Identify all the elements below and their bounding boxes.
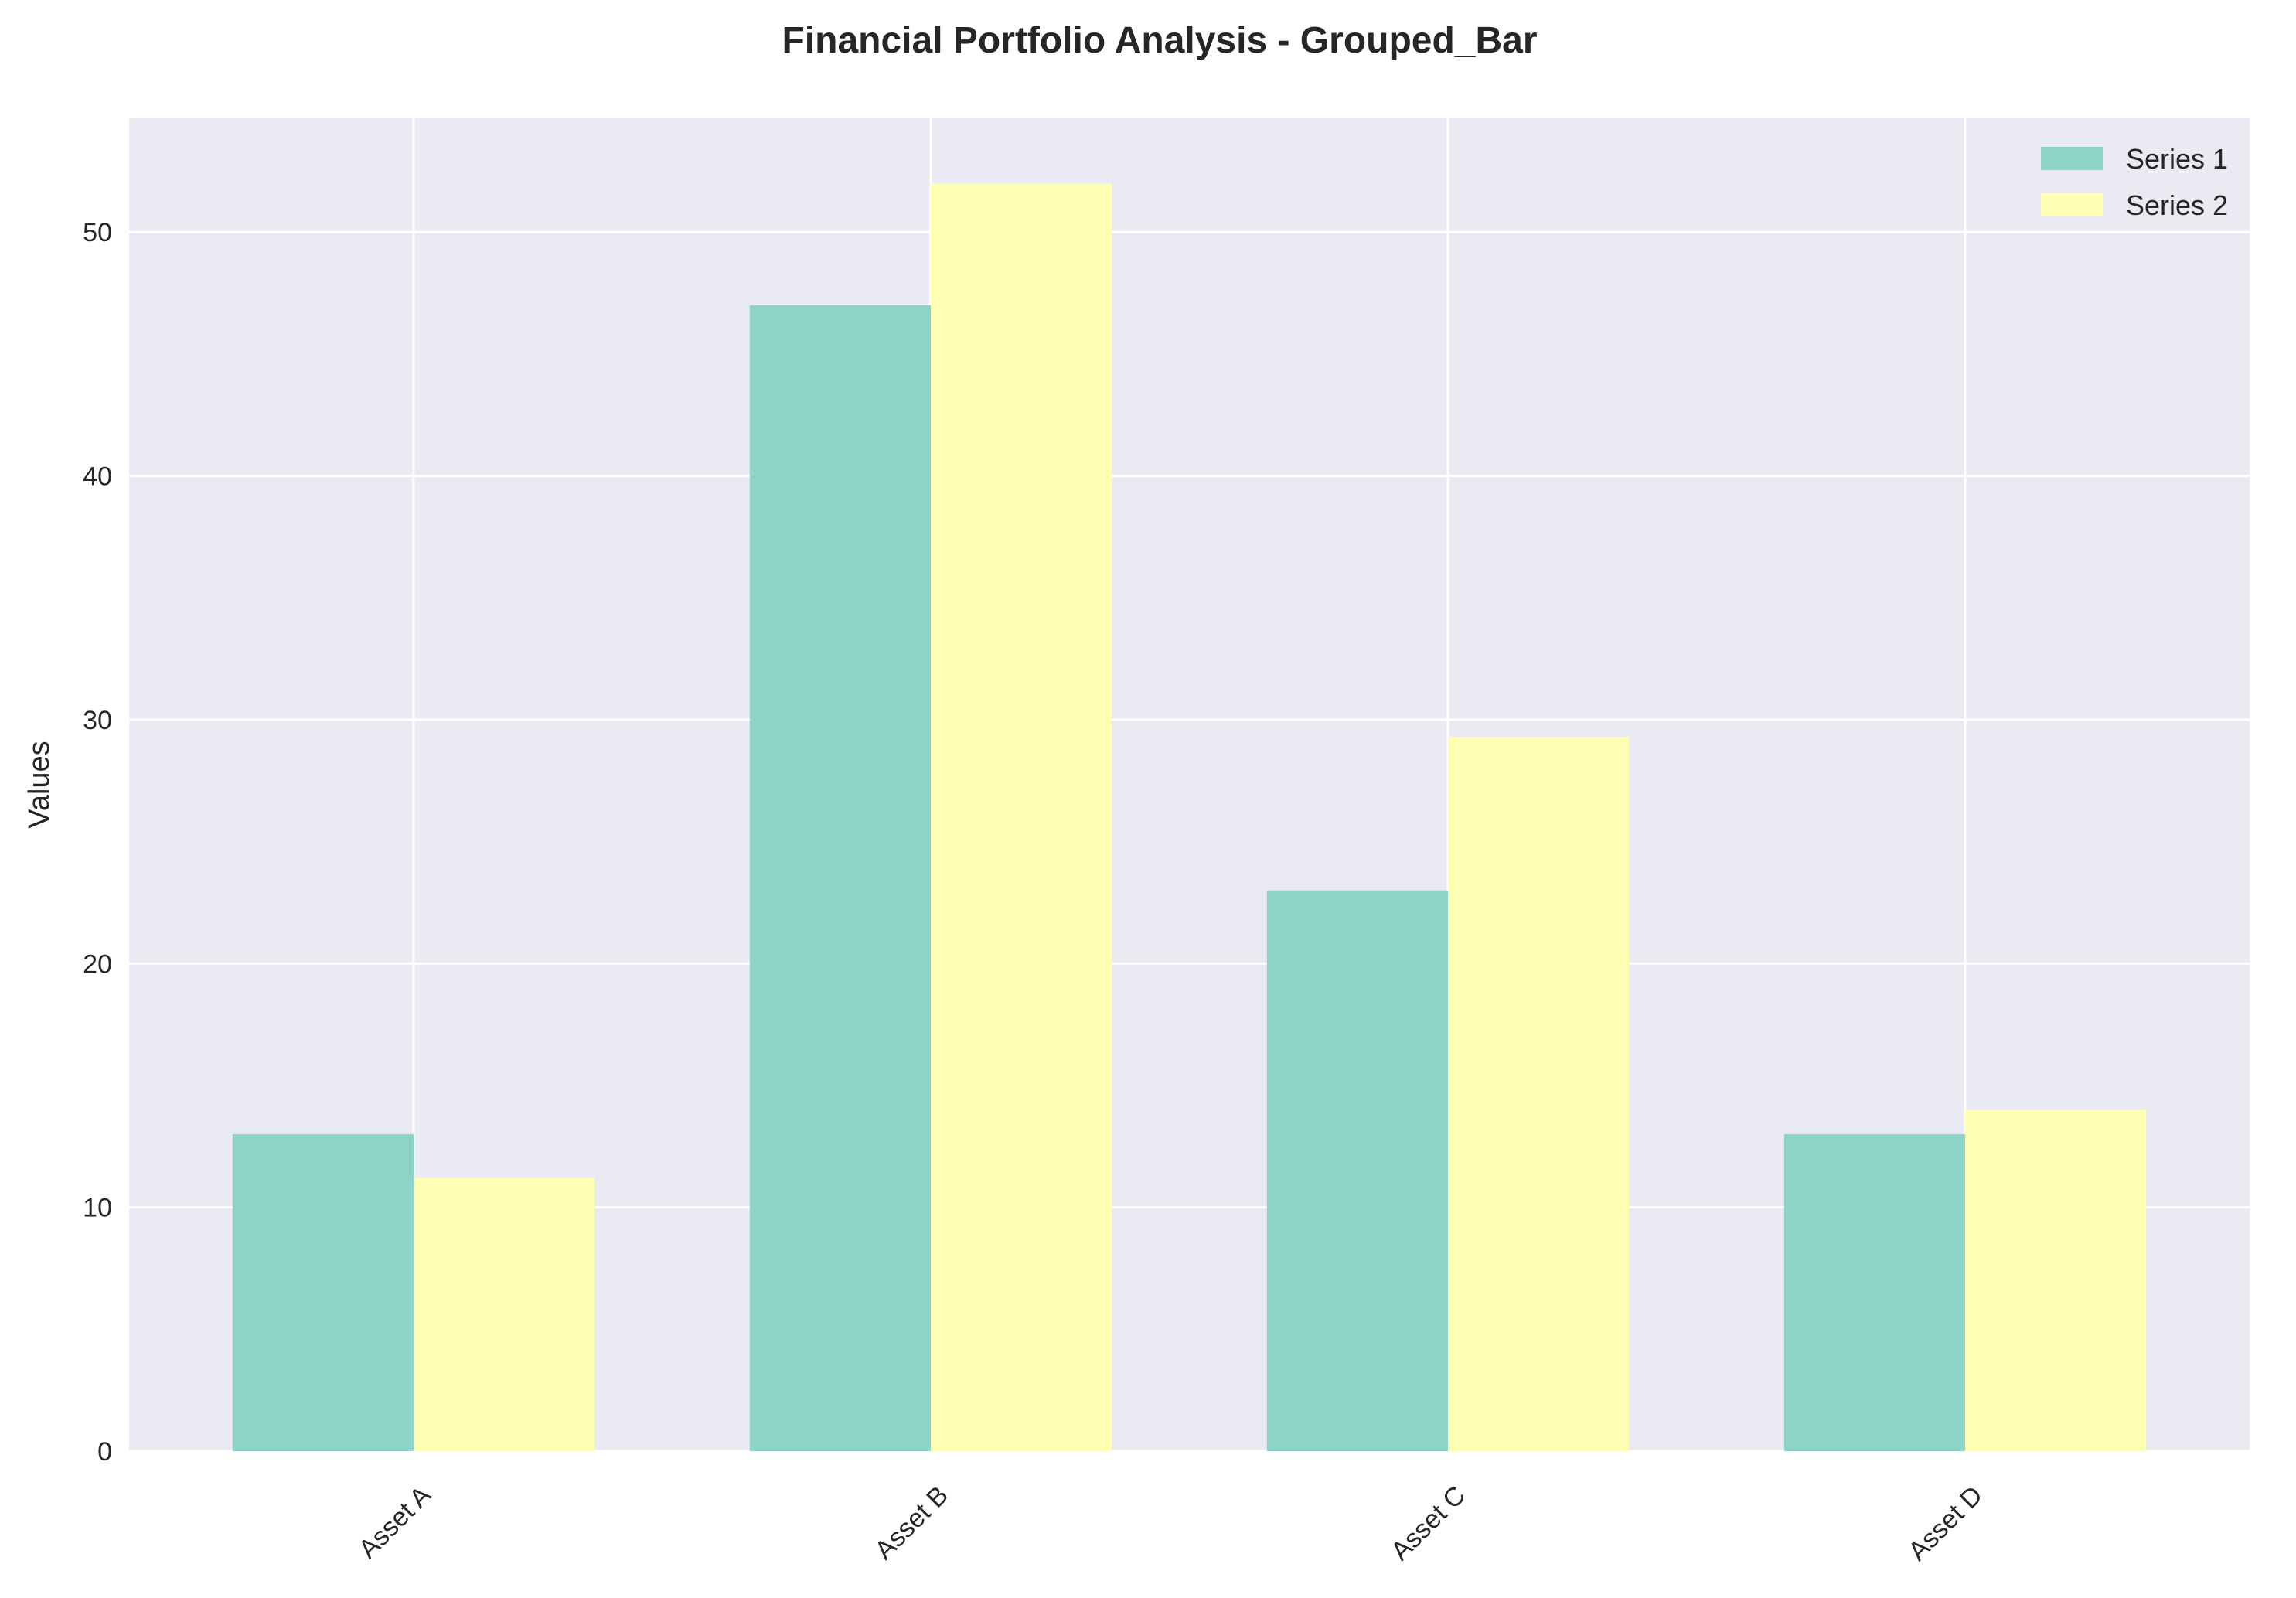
chart-title: Financial Portfolio Analysis - Grouped_B… (782, 20, 1537, 61)
y-tick-label-20: 20 (83, 949, 112, 979)
bar-1-asset-c (1266, 890, 1449, 1451)
y-axis-label: Values (23, 741, 56, 828)
bar-1-asset-b (749, 305, 931, 1452)
y-tick-label-50: 50 (83, 218, 112, 247)
x-tick-label-asset-a: Asset A (353, 1480, 438, 1565)
legend: Series 1 Series 2 (2041, 143, 2228, 221)
x-tick-label-asset-d: Asset D (1903, 1480, 1988, 1566)
y-tick-label-10: 10 (83, 1194, 112, 1223)
bar-2-asset-d (1965, 1109, 2147, 1451)
x-tick-label-asset-c: Asset C (1385, 1480, 1471, 1566)
legend-label-1: Series 1 (2126, 143, 2228, 175)
x-tick-labels: Asset A Asset B Asset C Asset D (353, 1480, 1988, 1566)
y-tick-label-0: 0 (97, 1437, 112, 1467)
bars (232, 183, 2147, 1452)
y-tick-label-40: 40 (83, 462, 112, 492)
y-tick-labels: 0 10 20 30 40 50 (83, 218, 112, 1467)
x-tick-label-asset-b: Asset B (869, 1480, 954, 1566)
bar-1-asset-a (232, 1134, 414, 1451)
bar-1-asset-d (1783, 1134, 1966, 1451)
y-tick-label-30: 30 (83, 706, 112, 735)
bar-2-asset-a (413, 1177, 595, 1451)
legend-swatch-2 (2041, 193, 2103, 216)
legend-label-2: Series 2 (2126, 189, 2228, 221)
bar-2-asset-b (930, 183, 1112, 1452)
legend-swatch-1 (2041, 147, 2103, 170)
bar-2-asset-c (1448, 737, 1630, 1451)
